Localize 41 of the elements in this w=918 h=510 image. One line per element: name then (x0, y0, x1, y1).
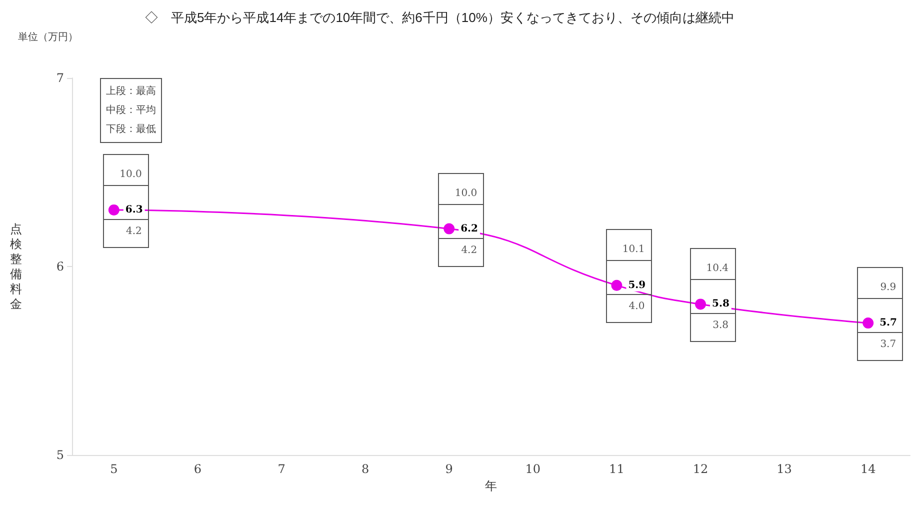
annotation: 下段：最低 (106, 123, 156, 137)
annotation: 10.0 (104, 154, 148, 186)
annotation: 3.7 (879, 338, 898, 352)
data-label: 5.8 (712, 298, 730, 310)
chart-title: ◇ 平成5年から平成14年までの10年間で、約6千円（10%）安くなってきており、その傾向は継続中 (145, 10, 734, 25)
x-tick-label: 7 (278, 462, 286, 476)
annotation: 3.8 (712, 319, 730, 334)
y-axis-title: 点検整備料金 (10, 222, 22, 311)
annotation: 10.0 (439, 174, 484, 205)
annotation: 中段：平均 (106, 104, 156, 118)
data-label: 6.3 (125, 204, 143, 216)
x-tick-label: 8 (361, 462, 370, 476)
point (611, 280, 622, 291)
x-tick-label: 13 (776, 462, 792, 476)
key-box: 上段：最高 中段：平均 下段：最低 (100, 78, 162, 143)
point (108, 204, 120, 216)
x-tick-label: 12 (692, 462, 708, 476)
annotation: 4.0 (628, 300, 646, 314)
x-axis-title: 年 (485, 478, 497, 493)
y-tick-label: 6 (56, 260, 64, 274)
y-tick-label: 7 (56, 71, 64, 85)
point (695, 298, 706, 310)
y-tick-label: 5 (56, 448, 64, 462)
x-tick-label: 9 (445, 462, 453, 476)
x-tick-label: 14 (860, 462, 876, 476)
data-label: 6.2 (460, 223, 478, 234)
data-label: 5.9 (628, 280, 646, 291)
point (444, 223, 455, 234)
annotation: 9.9 (858, 268, 902, 300)
annotation: 4.2 (124, 224, 143, 239)
x-tick-label: 5 (110, 462, 118, 476)
annotation: 上段：最高 (106, 84, 156, 99)
text: 単位（万円） (18, 31, 78, 44)
x-tick-label: 11 (609, 462, 624, 476)
data-label: 5.7 (880, 318, 898, 329)
annotation: 10.4 (690, 249, 734, 280)
x-tick-label: 10 (525, 462, 541, 476)
point (862, 318, 874, 329)
annotation: 10.1 (606, 230, 651, 262)
annotation: 4.2 (460, 244, 478, 258)
x-tick-label: 6 (194, 462, 202, 476)
